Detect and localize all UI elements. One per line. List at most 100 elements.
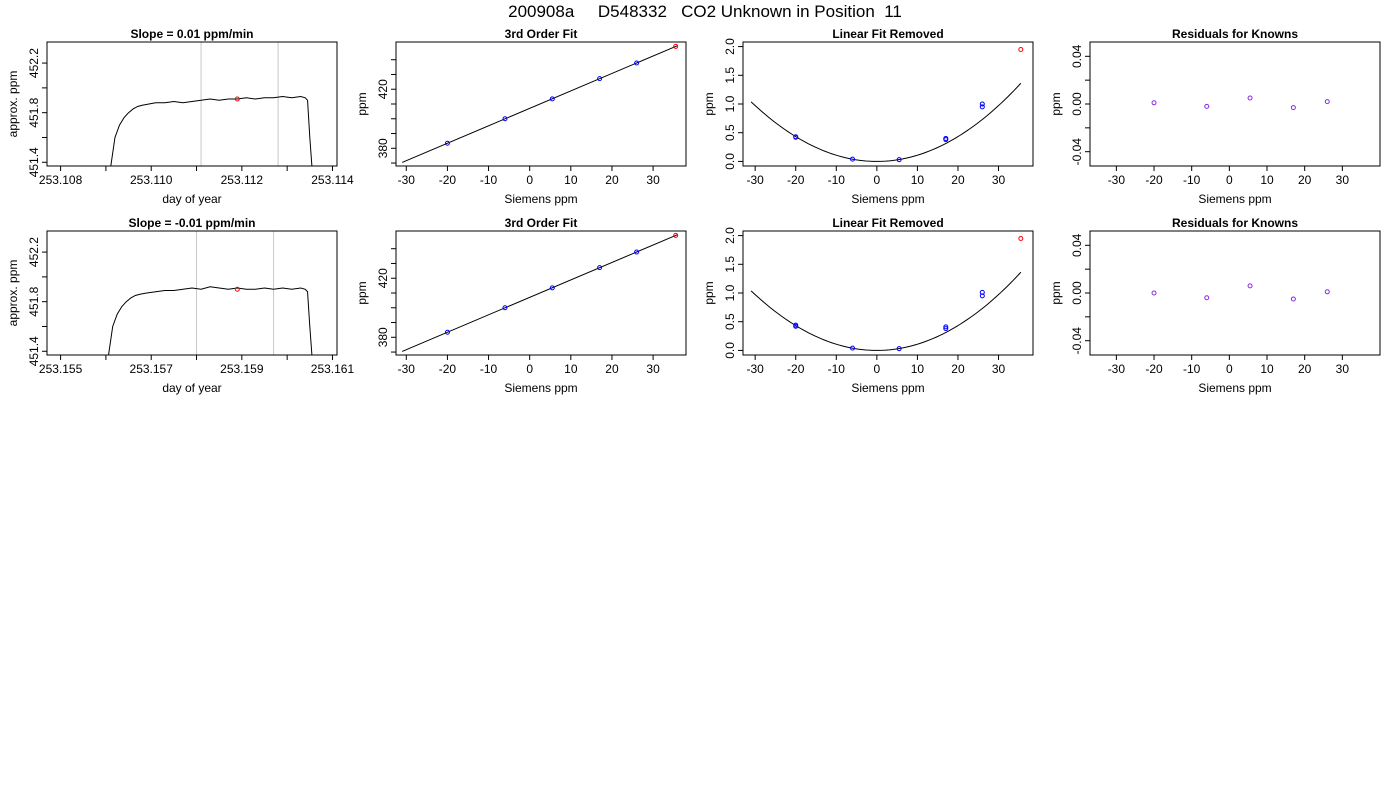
x-tick-label: -20 xyxy=(1145,362,1163,376)
y-tick-label: 2.0 xyxy=(723,38,737,55)
x-tick-label: 20 xyxy=(1298,173,1312,187)
data-point xyxy=(1204,295,1210,301)
chart-title: Linear Fit Removed xyxy=(832,216,943,230)
x-tick-label: 253.159 xyxy=(220,362,264,376)
plot-area xyxy=(110,96,313,166)
x-tick-label: 20 xyxy=(1298,362,1312,376)
chart-2: 3rd Order Fit -30 -20 -10 0 10 20 30 380 420 Sieme… xyxy=(355,27,687,206)
y-tick-label: 0.00 xyxy=(1070,281,1084,305)
y-tick-label: 452.2 xyxy=(27,237,41,267)
data-point xyxy=(597,76,603,82)
x-tick-label: -30 xyxy=(398,362,416,376)
y-tick-label: 1.0 xyxy=(723,284,737,301)
chart-title: Linear Fit Removed xyxy=(832,27,943,41)
x-tick-label: 20 xyxy=(951,362,965,376)
data-point xyxy=(1290,296,1296,302)
x-tick-label: 10 xyxy=(564,362,578,376)
plot-area xyxy=(401,43,679,163)
data-point xyxy=(1290,105,1296,111)
y-tick-label: 452.2 xyxy=(27,48,41,78)
fit-curve xyxy=(750,82,1022,162)
y-tick-label: 0.0 xyxy=(723,153,737,170)
chart-8: Residuals for Knowns -30 -20 -10 0 10 20 30 -0.0… xyxy=(1049,216,1381,395)
data-point xyxy=(1018,235,1024,241)
x-tick-label: 253.114 xyxy=(311,173,354,187)
fit-line xyxy=(401,45,678,163)
y-axis-label: ppm xyxy=(702,92,716,115)
x-axis-label: Siemens ppm xyxy=(1198,381,1271,395)
x-tick-label: -30 xyxy=(746,362,764,376)
x-tick-label: 253.112 xyxy=(221,173,264,187)
x-tick-label: -30 xyxy=(398,173,416,187)
x-tick-label: -10 xyxy=(1183,362,1201,376)
x-axis-label: Siemens ppm xyxy=(851,381,924,395)
x-tick-label: 253.155 xyxy=(39,362,83,376)
x-tick-label: 30 xyxy=(1336,362,1350,376)
y-tick-label: 1.5 xyxy=(723,67,737,84)
x-tick-label: 0 xyxy=(526,362,533,376)
data-point xyxy=(549,285,555,291)
data-point xyxy=(943,326,949,332)
x-tick-label: 30 xyxy=(1336,173,1350,187)
x-tick-label: 30 xyxy=(992,173,1006,187)
chart-6: 3rd Order Fit -30 -20 -10 0 10 20 30 380 420 Sieme… xyxy=(355,216,687,395)
chart-5: Slope = -0.01 ppm/min 253.155 253.157 253.1… xyxy=(6,216,354,395)
chart-4: Residuals for Knowns -30 -20 -10 0 10 20 30 -0.0… xyxy=(1049,27,1381,206)
x-tick-label: 10 xyxy=(564,173,578,187)
x-tick-label: 30 xyxy=(646,362,660,376)
data-point xyxy=(1324,99,1330,105)
y-tick-label: 0.00 xyxy=(1070,92,1084,116)
plot-area xyxy=(108,286,313,355)
plot-frame xyxy=(1089,230,1381,356)
page-title: 200908a D548332 CO2 Unknown in Position … xyxy=(508,2,902,21)
y-tick-label: 1.5 xyxy=(723,256,737,273)
x-tick-label: 0 xyxy=(1226,362,1233,376)
chart-7: Linear Fit Removed -30 -20 -10 0 10 20 30 0.0 0.5… xyxy=(702,216,1034,395)
x-tick-label: 10 xyxy=(1260,173,1274,187)
y-tick-label: 451.4 xyxy=(27,147,41,177)
data-point xyxy=(502,116,508,122)
y-tick-label: -0.04 xyxy=(1070,327,1084,355)
data-point xyxy=(673,232,679,238)
y-tick-label: 420 xyxy=(376,79,390,99)
x-tick-label: 253.110 xyxy=(130,173,173,187)
data-point xyxy=(1247,95,1253,101)
highlight-point xyxy=(234,96,240,102)
y-tick-label: 380 xyxy=(376,327,390,347)
x-tick-label: 0 xyxy=(1226,173,1233,187)
chart-title: 3rd Order Fit xyxy=(505,27,578,41)
x-axis-label: day of year xyxy=(162,192,221,206)
x-tick-label: 0 xyxy=(874,173,881,187)
x-tick-label: -20 xyxy=(439,173,457,187)
chart-1: Slope = 0.01 ppm/min 253.108 253.110 253.11… xyxy=(6,27,354,206)
y-tick-label: 0.04 xyxy=(1070,233,1084,257)
x-tick-label: 30 xyxy=(992,362,1006,376)
x-tick-label: 253.161 xyxy=(311,362,355,376)
data-point xyxy=(1204,103,1210,109)
x-tick-label: 20 xyxy=(605,173,619,187)
y-axis-label: approx. ppm xyxy=(6,71,20,138)
x-tick-label: -20 xyxy=(787,362,805,376)
y-axis-label: ppm xyxy=(1049,92,1063,115)
data-point xyxy=(673,43,679,49)
data-point xyxy=(1151,100,1157,106)
plot-frame xyxy=(742,41,1034,167)
data-point xyxy=(943,135,949,141)
y-tick-label: 0.0 xyxy=(723,342,737,359)
data-point xyxy=(979,101,985,107)
fit-curve xyxy=(750,271,1022,351)
chart-title: 3rd Order Fit xyxy=(505,216,578,230)
y-tick-label: 2.0 xyxy=(723,227,737,244)
data-point xyxy=(943,324,949,330)
y-axis-label: approx. ppm xyxy=(6,260,20,327)
x-tick-label: 10 xyxy=(911,173,925,187)
plot-area xyxy=(750,46,1024,163)
plot-frame xyxy=(395,41,687,167)
y-axis-label: ppm xyxy=(355,92,369,115)
data-point xyxy=(444,329,450,335)
x-tick-label: 10 xyxy=(911,362,925,376)
plot-area xyxy=(1151,95,1330,111)
data-point xyxy=(979,293,985,299)
data-point xyxy=(1018,46,1024,52)
